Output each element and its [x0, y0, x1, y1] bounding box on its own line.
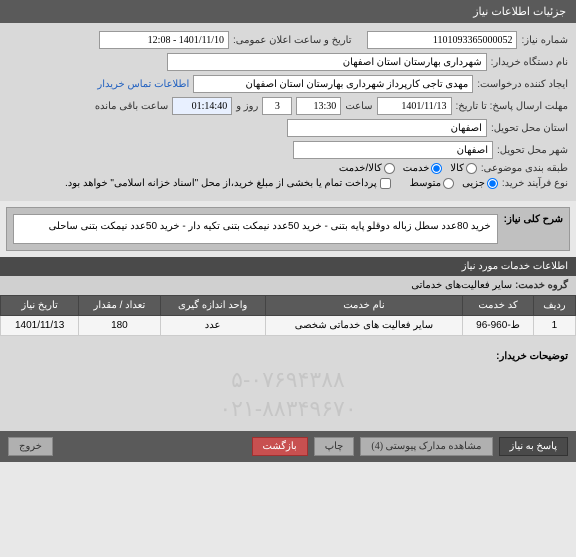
category-label: طبقه بندی موضوعی: — [481, 163, 568, 174]
buyer-org-label: نام دستگاه خریدار: — [491, 57, 568, 68]
group-label: گروه خدمت: — [515, 280, 568, 291]
radio-partial[interactable]: جزیی — [462, 178, 498, 189]
services-title: اطلاعات خدمات مورد نیاز — [462, 261, 568, 272]
remaining-time-field[interactable] — [172, 97, 232, 115]
col-qty: تعداد / مقدار — [79, 296, 160, 316]
col-row: ردیف — [533, 296, 575, 316]
radio-goods-input[interactable] — [466, 163, 477, 174]
radio-both-input[interactable] — [384, 163, 395, 174]
radio-both-label: کالا/خدمت — [339, 163, 382, 174]
announce-date-label: تاریخ و ساعت اعلان عمومی: — [233, 35, 352, 46]
services-table: ردیف کد خدمت نام خدمت واحد اندازه گیری ت… — [0, 295, 576, 336]
radio-service-input[interactable] — [431, 163, 442, 174]
col-code: کد خدمت — [463, 296, 534, 316]
province-field[interactable] — [287, 119, 487, 137]
print-button[interactable]: چاپ — [314, 437, 355, 456]
notes-area: توضیحات خریدار: ۵-۰۷۶۹۴۳۸۸ ۰۲۱-۸۸۳۴۹۶۷۰ — [0, 336, 576, 431]
col-date: تاریخ نیاز — [1, 296, 79, 316]
category-radio-group: کالا خدمت کالا/خدمت — [339, 163, 477, 174]
deadline-label: مهلت ارسال پاسخ: تا تاریخ: — [456, 101, 568, 112]
table-row: 1 ط-960-96 سایر فعالیت های خدماتی شخصی ع… — [1, 316, 576, 336]
need-number-field[interactable] — [367, 31, 517, 49]
time-label-1: ساعت — [345, 101, 372, 112]
deadline-date-field[interactable] — [377, 97, 452, 115]
group-value: سایر فعالیت‌های خدماتی — [411, 280, 512, 291]
buyer-org-field[interactable] — [167, 53, 487, 71]
days-field[interactable] — [262, 97, 292, 115]
need-number-label: شماره نیاز: — [521, 35, 568, 46]
buy-process-label: نوع فرآیند خرید: — [502, 178, 568, 189]
respond-button[interactable]: پاسخ به نیاز — [499, 437, 569, 456]
deadline-time-field[interactable] — [296, 97, 341, 115]
exit-button[interactable]: خروج — [8, 437, 53, 456]
desc-box: خرید 80عدد سطل زباله دوقلو پایه بتنی - خ… — [13, 214, 498, 244]
payment-checkbox[interactable]: پرداخت تمام یا بخشی از مبلغ خرید،از محل … — [65, 178, 391, 189]
cell-row: 1 — [533, 316, 575, 336]
radio-goods-label: کالا — [450, 163, 464, 174]
city-label: شهر محل تحویل: — [497, 145, 568, 156]
radio-goods[interactable]: کالا — [450, 163, 477, 174]
radio-medium[interactable]: متوسط — [410, 178, 454, 189]
cell-name: سایر فعالیت های خدماتی شخصی — [265, 316, 463, 336]
radio-medium-input[interactable] — [443, 178, 454, 189]
request-creator-field[interactable] — [193, 75, 473, 93]
city-field[interactable] — [293, 141, 493, 159]
radio-both[interactable]: کالا/خدمت — [339, 163, 395, 174]
cell-unit: عدد — [160, 316, 265, 336]
radio-service-label: خدمت — [403, 163, 430, 174]
payment-checkbox-input[interactable] — [380, 178, 391, 189]
process-radio-group: جزیی متوسط — [410, 178, 498, 189]
days-label: روز و — [236, 101, 258, 112]
table-header-row: ردیف کد خدمت نام خدمت واحد اندازه گیری ت… — [1, 296, 576, 316]
col-name: نام خدمت — [265, 296, 463, 316]
services-title-bar: اطلاعات خدمات مورد نیاز — [0, 257, 576, 276]
col-unit: واحد اندازه گیری — [160, 296, 265, 316]
cell-date: 1401/11/13 — [1, 316, 79, 336]
watermark-line2: ۰۲۱-۸۸۳۴۹۶۷۰ — [8, 395, 568, 424]
back-button[interactable]: بازگشت — [252, 437, 308, 456]
cell-qty: 180 — [79, 316, 160, 336]
payment-note-label: پرداخت تمام یا بخشی از مبلغ خرید،از محل … — [65, 178, 377, 189]
radio-service[interactable]: خدمت — [403, 163, 443, 174]
cell-code: ط-960-96 — [463, 316, 534, 336]
radio-medium-label: متوسط — [410, 178, 441, 189]
form-container: شماره نیاز: تاریخ و ساعت اعلان عمومی: نا… — [0, 23, 576, 201]
remaining-label: ساعت باقی مانده — [95, 101, 168, 112]
contact-info-link[interactable]: اطلاعات تماس خریدار — [97, 79, 189, 90]
description-section: شرح کلی نیاز: خرید 80عدد سطل زباله دوقلو… — [6, 207, 570, 251]
watermark-line1: ۵-۰۷۶۹۴۳۸۸ — [8, 366, 568, 395]
desc-label: شرح کلی نیاز: — [504, 214, 563, 225]
request-creator-label: ایجاد کننده درخواست: — [477, 79, 568, 90]
watermark: ۵-۰۷۶۹۴۳۸۸ ۰۲۱-۸۸۳۴۹۶۷۰ — [8, 366, 568, 423]
announce-date-field[interactable] — [99, 31, 229, 49]
page-header: جزئیات اطلاعات نیاز — [0, 0, 576, 23]
radio-partial-input[interactable] — [487, 178, 498, 189]
province-label: استان محل تحویل: — [491, 123, 568, 134]
page-title: جزئیات اطلاعات نیاز — [473, 6, 566, 18]
group-row: گروه خدمت: سایر فعالیت‌های خدماتی — [0, 276, 576, 295]
attachments-button[interactable]: مشاهده مدارک پیوستی (4) — [360, 437, 492, 456]
footer-bar: پاسخ به نیاز مشاهده مدارک پیوستی (4) چاپ… — [0, 431, 576, 462]
buyer-notes-label: توضیحات خریدار: — [8, 351, 568, 362]
radio-partial-label: جزیی — [462, 178, 485, 189]
